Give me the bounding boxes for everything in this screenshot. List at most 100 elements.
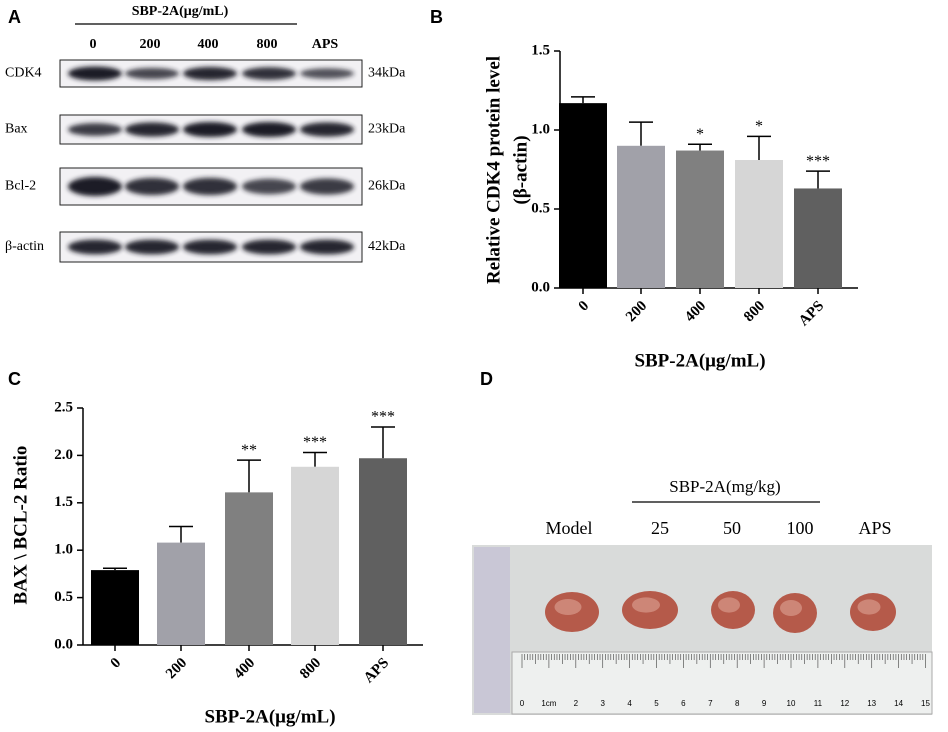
bar [359, 458, 407, 645]
x-axis-title: SBP-2A(μg/mL) [204, 706, 335, 727]
ruler-label: 2 [574, 699, 579, 708]
row-label: Bax [5, 122, 28, 137]
bar [291, 466, 339, 645]
western-blot: SBP-2A(μg/mL) 0 200 400 800 APS CDK4 34kDa Bax 2… [5, 4, 406, 263]
band [300, 68, 354, 79]
bar [157, 542, 205, 645]
group-label: 100 [787, 518, 814, 538]
ruler-label: 13 [867, 699, 876, 708]
horizontal-ruler [511, 651, 933, 715]
x-tick-label: 800 [741, 298, 768, 325]
y-tick-label: 0.5 [531, 200, 550, 216]
tumor-photo: SBP-2A(mg/kg) Model 25 50 100 APS 0 1cm 2 3 4 5 6 7 8… [472, 477, 933, 715]
lane-label: 200 [140, 37, 161, 52]
significance: * [755, 118, 763, 135]
band [183, 177, 237, 196]
y-axis-title: (β-actin) [510, 135, 531, 204]
ruler-label: 6 [681, 699, 686, 708]
ruler-label: 1cm [541, 699, 556, 708]
y-tick-label: 1.5 [54, 494, 73, 510]
y-axis-title: BAX \ BCL-2 Ratio [10, 446, 31, 605]
significance: ** [241, 442, 257, 459]
x-tick-label: APS [361, 655, 392, 686]
y-tick-label: 1.0 [54, 542, 73, 558]
bar [559, 103, 607, 288]
x-tick-label: 400 [231, 655, 258, 682]
band [68, 66, 122, 81]
size-label: 34kDa [368, 66, 406, 81]
y-tick-label: 0.0 [54, 636, 73, 652]
x-axis-title: SBP-2A(μg/mL) [634, 350, 765, 371]
panel-label: C [8, 369, 21, 389]
ruler-label: 11 [814, 699, 823, 708]
bar [794, 188, 842, 288]
significance: *** [371, 409, 395, 426]
vertical-ruler [474, 547, 510, 713]
band [183, 66, 237, 81]
band [68, 176, 122, 197]
tumor-highlight [632, 597, 660, 613]
band [300, 178, 354, 195]
tumor-highlight [857, 599, 881, 615]
size-label: 23kDa [368, 122, 406, 137]
lane-label: 800 [257, 37, 278, 52]
ruler-label: 0 [520, 699, 525, 708]
ruler-label: 14 [894, 699, 903, 708]
ruler-label: 4 [627, 699, 632, 708]
panel-label: A [8, 7, 21, 27]
panel-label: B [430, 7, 443, 27]
size-label: 26kDa [368, 179, 406, 194]
size-label: 42kDa [368, 239, 406, 254]
band [242, 239, 296, 255]
band [68, 239, 122, 255]
band [183, 121, 237, 138]
x-tick-label: 0 [576, 298, 593, 315]
x-tick-label: 200 [623, 298, 650, 325]
band [68, 123, 122, 136]
lane-label: 0 [90, 37, 97, 52]
lane-label: 400 [198, 37, 219, 52]
bar [91, 570, 139, 645]
tumor-highlight [780, 600, 802, 616]
x-tick-label: 200 [163, 655, 190, 682]
x-tick-label: 400 [682, 298, 709, 325]
y-tick-label: 1.0 [531, 121, 550, 137]
lane-label: APS [312, 37, 339, 52]
significance: * [696, 126, 704, 143]
panel-label: D [480, 369, 493, 389]
ruler-label: 12 [840, 699, 849, 708]
photo-header: SBP-2A(mg/kg) [669, 477, 780, 496]
band [300, 122, 354, 137]
band [300, 239, 354, 255]
band [125, 122, 179, 137]
ruler-label: 9 [762, 699, 767, 708]
ruler-label: 5 [654, 699, 659, 708]
x-tick-label: APS [796, 298, 827, 329]
y-axis-title: Relative CDK4 protein level [483, 56, 504, 284]
y-tick-label: 0.5 [54, 589, 73, 605]
tumor-highlight [718, 597, 740, 613]
ruler-label: 3 [600, 699, 605, 708]
row-label: Bcl-2 [5, 179, 36, 194]
ruler-label: 8 [735, 699, 740, 708]
y-tick-label: 1.5 [531, 42, 550, 58]
band [242, 121, 296, 138]
bar [225, 492, 273, 645]
blot-header: SBP-2A(μg/mL) [132, 4, 229, 19]
y-tick-label: 2.0 [54, 447, 73, 463]
row-label: CDK4 [5, 66, 42, 81]
group-label: APS [858, 518, 891, 538]
y-tick-label: 0.0 [531, 279, 550, 295]
bar [676, 150, 724, 288]
bar [735, 160, 783, 288]
ruler-label: 7 [708, 699, 713, 708]
significance: *** [303, 434, 327, 451]
group-label: Model [546, 518, 593, 538]
ruler-label: 10 [787, 699, 796, 708]
group-label: 25 [651, 518, 669, 538]
band [242, 67, 296, 80]
band [125, 177, 179, 196]
band [242, 178, 296, 195]
